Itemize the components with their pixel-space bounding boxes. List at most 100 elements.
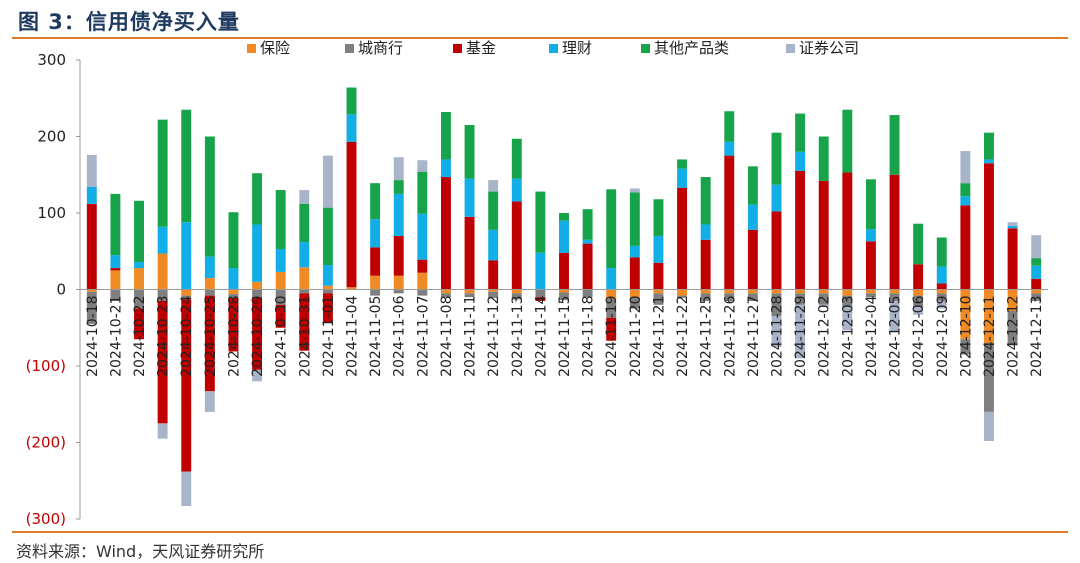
bar-segment (252, 369, 263, 382)
bar-segment (181, 289, 192, 296)
bar-segment (275, 304, 286, 328)
bar-segment (181, 222, 192, 290)
bar-segment (228, 294, 239, 298)
x-tick-label: 2024-11-12 (486, 296, 502, 377)
x-tick-label: 2024-11-04 (345, 295, 361, 376)
bar-segment (488, 191, 499, 230)
bar-segment (204, 289, 215, 296)
bar-segment (653, 235, 664, 263)
bar-segment (322, 289, 333, 294)
bar-segment (606, 268, 617, 290)
bar-segment (299, 293, 310, 351)
bar-segment (1007, 310, 1018, 346)
bar-segment (629, 297, 640, 309)
x-tick-label: 2024-11-06 (392, 295, 408, 376)
bar-segment (889, 300, 900, 332)
top-rule (12, 37, 1068, 39)
x-tick-label: 2024-11-07 (415, 296, 431, 377)
bar-segment (795, 151, 806, 171)
x-tick-label: 2024-11-08 (439, 296, 455, 377)
bar-segment (370, 289, 381, 296)
bar-segment (417, 289, 428, 296)
bar-segment (913, 295, 924, 308)
x-tick-label: 2024-10-23 (156, 296, 172, 377)
bar-segment (346, 287, 357, 290)
bar-segment (771, 184, 782, 212)
bar-segment (936, 283, 947, 290)
bar-segment (370, 183, 381, 220)
legend-label-4: 其他产品类 (654, 39, 729, 57)
x-tick-label: 2024-11-26 (722, 295, 738, 376)
y-tick-label: 300 (37, 51, 66, 69)
bar-segment (511, 178, 522, 202)
bar-segment (606, 298, 617, 318)
bar-segment (818, 180, 829, 290)
bar-segment (936, 289, 947, 294)
bar-segment (393, 275, 404, 290)
bar-segment (889, 289, 900, 294)
x-tick-label: 2024-10-24 (179, 295, 195, 376)
bottom-rule (12, 531, 1068, 533)
bar-segment (228, 212, 239, 269)
bar-segment (535, 252, 546, 290)
bar-segment (393, 235, 404, 276)
bar-segment (960, 196, 971, 206)
bar-segment (842, 109, 853, 173)
bar-segment (960, 339, 971, 355)
bar-segment (181, 471, 192, 506)
x-tick-label: 2024-10-31 (297, 296, 313, 377)
x-tick-label: 2024-12-05 (888, 296, 904, 377)
bar-segment (511, 289, 522, 294)
bar-segment (1031, 258, 1042, 266)
x-tick-label: 2024-11-05 (368, 296, 384, 377)
bar-segment (511, 201, 522, 290)
x-tick-label: 2024-11-11 (463, 296, 479, 377)
bar-segment (865, 241, 876, 290)
bar-segment (700, 177, 711, 225)
bar-segment (771, 132, 782, 185)
bar-segment (724, 289, 735, 294)
x-tick-label: 2024-10-30 (274, 296, 290, 377)
bar-segment (157, 119, 168, 227)
bar-segment (771, 316, 782, 347)
bar-segment (582, 209, 593, 240)
bar-segment (724, 111, 735, 142)
bar-segment (370, 247, 381, 276)
bar-segment (204, 278, 215, 290)
bar-segment (629, 245, 640, 258)
bar-segment (677, 289, 688, 296)
bar-segment (275, 271, 286, 290)
bar-segment (535, 289, 546, 298)
x-tick-label: 2024-12-10 (958, 296, 974, 377)
bar-segment (677, 159, 688, 169)
bar-segment (913, 223, 924, 265)
bar-segment (1031, 293, 1042, 301)
y-tick-label: (200) (26, 434, 66, 452)
bar-segment (346, 114, 357, 142)
bar-segment (299, 242, 310, 268)
bar-layer (86, 87, 1042, 506)
bar-segment (653, 199, 664, 236)
bar-segment (936, 293, 947, 301)
legend-swatch-1 (345, 44, 354, 53)
x-tick-label: 2024-10-28 (226, 296, 242, 377)
x-tick-label: 2024-12-02 (817, 296, 833, 377)
bar-segment (252, 289, 263, 298)
bar-segment (464, 289, 475, 294)
x-tick-label: 2024-11-19 (604, 296, 620, 377)
x-tick-label: 2024-11-01 (321, 296, 337, 377)
bar-segment (818, 293, 829, 305)
bar-segment (559, 289, 569, 293)
bar-segment (488, 260, 499, 290)
bar-segment (322, 265, 333, 286)
bar-segment (488, 291, 499, 298)
bar-segment (110, 289, 121, 301)
bar-segment (818, 289, 829, 294)
bar-segment (1031, 278, 1042, 290)
bar-segment (440, 112, 451, 160)
bar-segment (252, 281, 263, 290)
bar-segment (252, 224, 263, 282)
bar-segment (275, 289, 286, 305)
bar-segment (370, 219, 381, 248)
bar-segment (984, 343, 994, 412)
